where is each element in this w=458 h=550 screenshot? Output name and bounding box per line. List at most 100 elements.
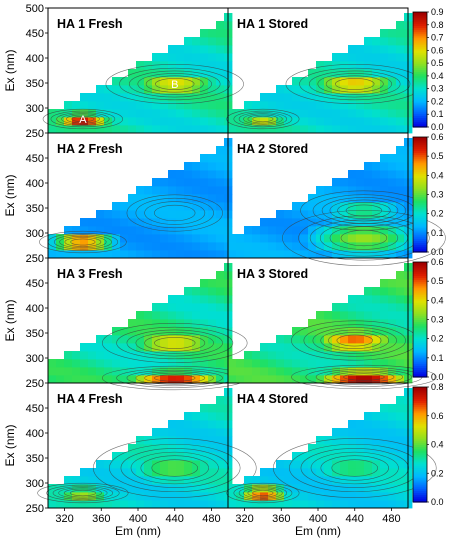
heat-cell [276, 101, 285, 110]
heat-cell [308, 234, 317, 243]
contour-line [233, 110, 293, 128]
heat-cell [128, 359, 137, 368]
heat-cell [332, 452, 341, 461]
colorbar-segment [413, 446, 427, 449]
heat-cell [176, 311, 185, 320]
heat-cell [380, 85, 389, 94]
heat-cell [200, 234, 209, 243]
heat-cell [152, 93, 161, 102]
heat-cell [364, 311, 373, 320]
heat-cell [136, 452, 145, 461]
contour-line [126, 369, 223, 387]
heat-cell [340, 186, 349, 195]
heat-cell [308, 77, 317, 86]
heat-cell [388, 279, 397, 288]
heat-cell [244, 250, 253, 259]
heat-cell [112, 452, 121, 461]
colorbar-segment [413, 146, 427, 150]
heat-cell [284, 359, 293, 368]
heat-cell [396, 335, 405, 344]
heat-cell [388, 335, 397, 344]
heat-cell [268, 242, 277, 251]
colorbar-segment [413, 448, 427, 451]
colorbar-tick-label: 0.5 [431, 276, 444, 286]
heat-cell [308, 85, 317, 94]
heat-cell [208, 303, 217, 312]
contour-line [46, 484, 120, 502]
heat-cell [356, 101, 365, 110]
colorbar-segment [413, 327, 427, 330]
heat-cell [396, 210, 405, 219]
colorbar-segment [413, 396, 427, 400]
colorbar-segment [413, 36, 427, 40]
heat-cell [200, 77, 209, 86]
heat-cell [308, 250, 317, 259]
heat-cell [340, 242, 349, 251]
colorbar-segment [413, 96, 427, 99]
heat-cell [184, 436, 193, 445]
heat-cell [192, 242, 201, 251]
colorbar-segment [413, 111, 427, 115]
heat-cell [56, 117, 65, 126]
contour-line [243, 113, 283, 125]
colorbar-segment [413, 482, 427, 486]
heat-cell [120, 117, 129, 126]
heat-cell [324, 311, 333, 320]
heat-cell [364, 194, 373, 203]
heat-cell [176, 492, 185, 501]
contour-line [272, 438, 437, 498]
heat-cell [120, 85, 129, 94]
heat-cell [372, 101, 381, 110]
y-axis-label: Ex (nm) [3, 49, 17, 91]
heat-cell [348, 500, 357, 509]
heat-cell [372, 327, 381, 336]
heat-cell [252, 359, 261, 368]
heat-cell [324, 476, 333, 485]
colorbar-segment [413, 21, 427, 25]
heat-cell [388, 359, 397, 368]
colorbar-segment [413, 477, 427, 480]
heat-cell [316, 109, 325, 118]
heat-cell [48, 367, 57, 376]
heat-cell [260, 226, 269, 235]
heat-cell [208, 468, 217, 477]
contour-line [291, 364, 437, 390]
heat-cell [292, 109, 301, 118]
heat-cell [388, 436, 397, 445]
heat-cell [372, 295, 381, 304]
heat-cell [184, 186, 193, 195]
colorbar-segment [413, 160, 427, 163]
colorbar-segment [413, 390, 427, 394]
colorbar-segment [413, 150, 427, 153]
heat-cell [160, 242, 169, 251]
heat-cell [192, 287, 201, 296]
colorbar-segment [413, 61, 427, 65]
heat-cell [252, 242, 261, 251]
colorbar-segment [413, 488, 427, 492]
heat-cell [388, 109, 397, 118]
heat-cell [160, 250, 169, 259]
heat-cell [160, 468, 169, 477]
heat-cell [200, 279, 209, 288]
heat-cell [308, 492, 317, 501]
heat-cell [340, 436, 349, 445]
heat-cell [380, 226, 389, 235]
heat-cell [316, 335, 325, 344]
heat-cell [396, 319, 405, 328]
heat-cell [356, 210, 365, 219]
heat-cell [136, 250, 145, 259]
heat-cell [104, 343, 113, 352]
heat-cell [396, 404, 405, 413]
heat-cell [388, 234, 397, 243]
heat-cell [396, 178, 405, 187]
heat-cell [144, 351, 153, 360]
contour-line [343, 373, 385, 381]
contour-line [331, 459, 378, 477]
heat-cell [372, 500, 381, 509]
heat-cell [56, 492, 65, 501]
colorbar-segment [413, 27, 427, 30]
heat-cell [136, 311, 145, 320]
heat-cell [96, 93, 105, 102]
heat-cell [208, 375, 217, 384]
heat-cell [200, 287, 209, 296]
